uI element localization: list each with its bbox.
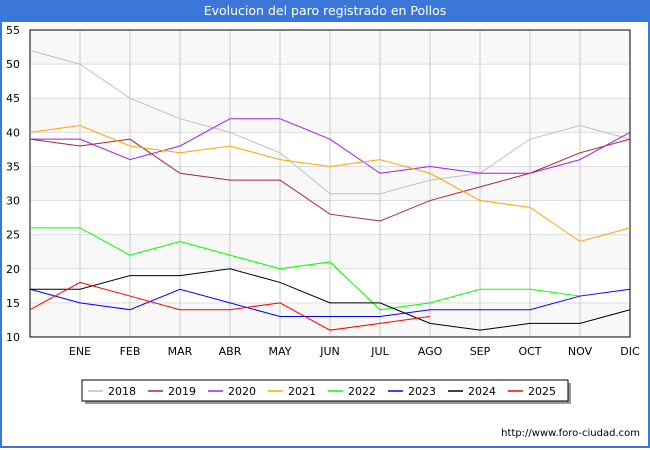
legend-label: 2019 — [168, 385, 196, 398]
legend-label: 2025 — [528, 385, 556, 398]
x-tick-label: SEP — [470, 345, 491, 358]
x-tick-label: JUL — [370, 345, 389, 358]
x-tick-label: JUN — [319, 345, 340, 358]
y-tick-label: 25 — [6, 229, 20, 242]
y-tick-label: 55 — [6, 24, 20, 37]
y-tick-label: 40 — [6, 126, 20, 139]
x-tick-label: NOV — [568, 345, 593, 358]
y-tick-label: 35 — [6, 160, 20, 173]
legend-label: 2020 — [228, 385, 256, 398]
x-tick-label: FEB — [120, 345, 141, 358]
y-tick-label: 50 — [6, 58, 20, 71]
legend-label: 2021 — [288, 385, 316, 398]
legend-label: 2022 — [348, 385, 376, 398]
x-tick-label: MAR — [168, 345, 193, 358]
chart-title: Evolucion del paro registrado en Pollos — [0, 0, 650, 22]
x-tick-label: MAY — [269, 345, 292, 358]
plot-border — [29, 29, 631, 338]
footer-url[interactable]: http://www.foro-ciudad.com — [501, 428, 640, 439]
series-line-2021 — [29, 124, 631, 243]
series-line-2022 — [30, 227, 581, 311]
series-line-2018 — [29, 49, 631, 195]
y-tick-label: 10 — [6, 331, 20, 344]
x-tick-label: OCT — [518, 345, 541, 358]
y-tick-label: 20 — [6, 263, 20, 276]
legend-label: 2024 — [468, 385, 496, 398]
y-tick-label: 45 — [6, 92, 20, 105]
x-tick-label: ABR — [219, 345, 242, 358]
x-tick-label: ENE — [69, 345, 91, 358]
x-tick-label: AGO — [418, 345, 443, 358]
y-tick-label: 30 — [6, 195, 20, 208]
series-line-2025 — [29, 281, 431, 331]
legend-label: 2023 — [408, 385, 436, 398]
series-line-2020 — [30, 118, 631, 174]
series-line-2024 — [30, 268, 631, 331]
y-tick-label: 15 — [6, 297, 20, 310]
x-tick-label: DIC — [620, 345, 640, 358]
legend-label: 2018 — [108, 385, 136, 398]
legend-box — [81, 379, 569, 402]
series-line-2023 — [29, 288, 631, 318]
